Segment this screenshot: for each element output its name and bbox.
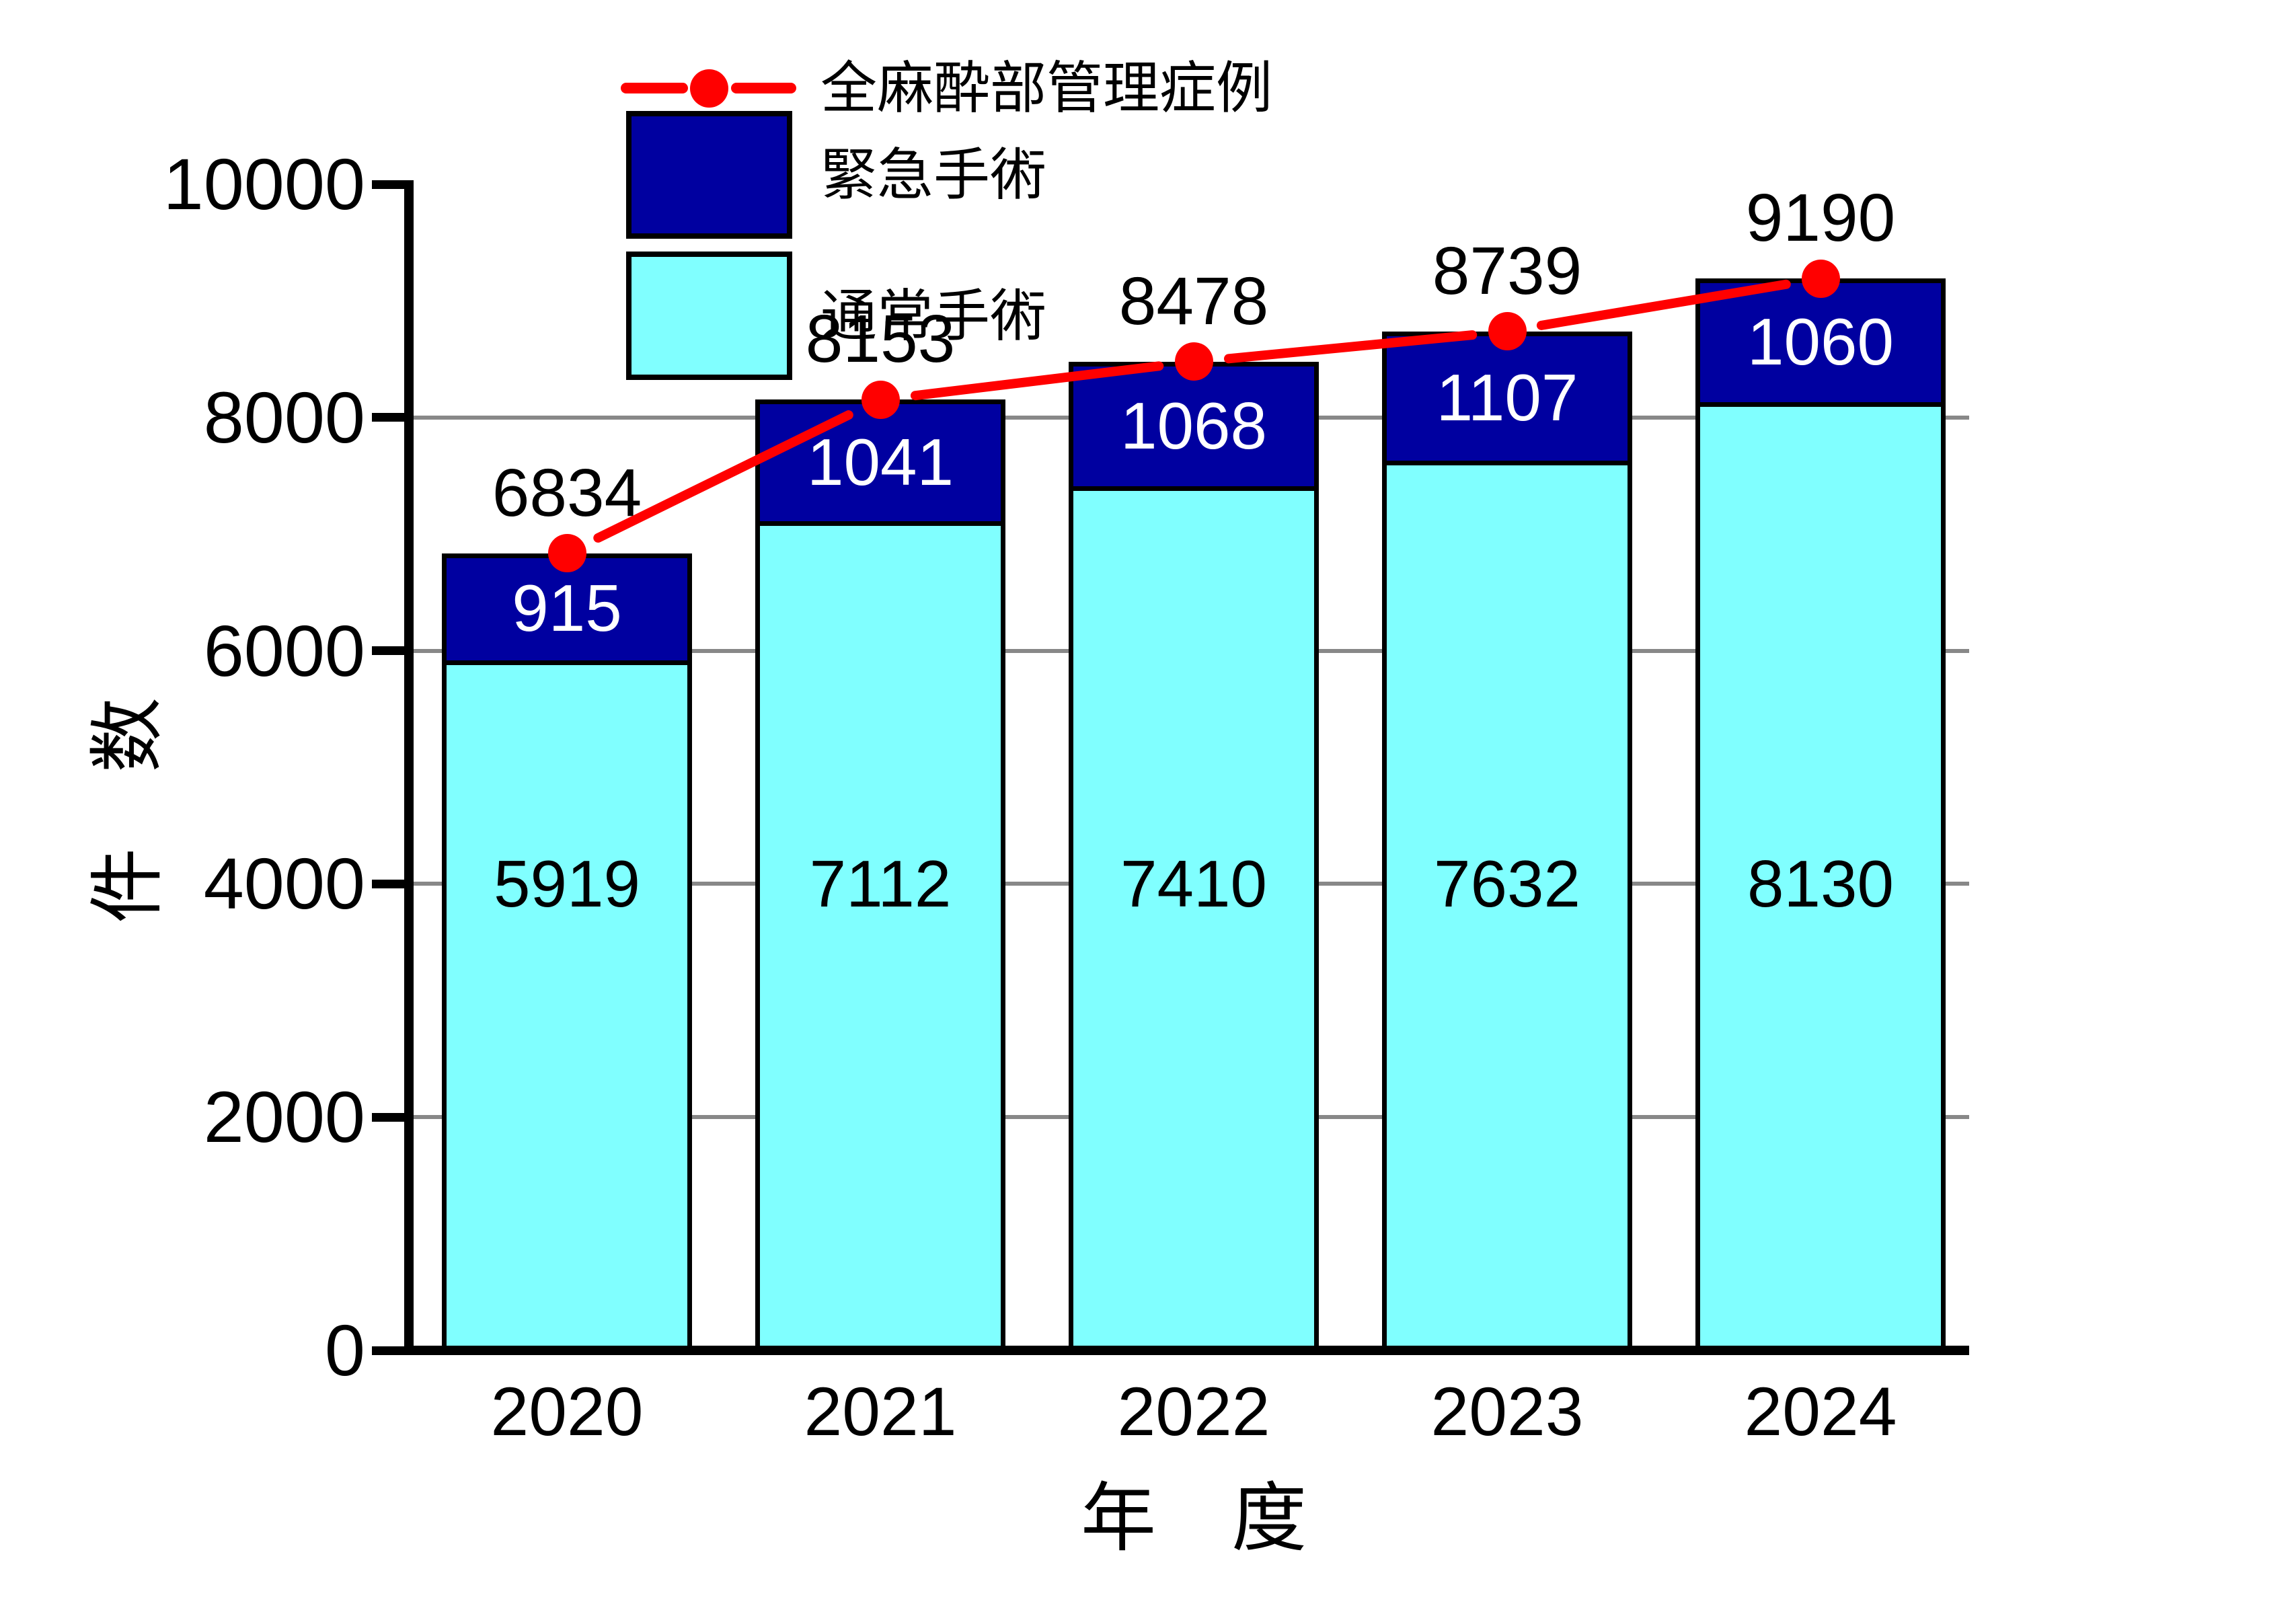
legend-label-normal: 通常手術 (820, 284, 1047, 348)
legend-label-line: 全麻酔部管理症例 (820, 56, 1273, 120)
bar-normal-2024 (1695, 402, 1946, 1350)
bar-emergency-2020 (442, 553, 692, 665)
trend-line-marker-2022 (1174, 342, 1213, 381)
y-tick-0 (372, 1346, 409, 1355)
trend-line-marker-2020 (547, 534, 586, 573)
year-label-2024: 2024 (1744, 1373, 1897, 1450)
year-label-2020: 2020 (490, 1373, 644, 1450)
bar-total-label-2024: 9190 (1745, 180, 1896, 256)
y-axis-line (404, 180, 414, 1355)
bar-emergency-value-2022: 1068 (1120, 388, 1267, 463)
y-tick-2000 (372, 1112, 409, 1122)
bar-total-label-2023: 8739 (1432, 233, 1582, 309)
legend-line-marker-icon (690, 69, 728, 108)
y-tick-8000 (372, 413, 409, 422)
bar-emergency-2024 (1695, 278, 1946, 408)
y-tick-6000 (372, 646, 409, 656)
bar-normal-2021 (755, 521, 1005, 1350)
y-axis-title: 件 数 (85, 697, 169, 923)
bar-total-label-2020: 6834 (492, 455, 642, 531)
bar-normal-2020 (442, 660, 692, 1350)
year-label-2021: 2021 (804, 1373, 957, 1450)
legend-line-sample (621, 83, 688, 93)
bar-total-label-2021: 8153 (805, 301, 956, 377)
x-axis-title: 年 度 (1081, 1476, 1307, 1560)
bar-emergency-value-2021: 1041 (806, 424, 954, 499)
bar-normal-value-2023: 7632 (1433, 847, 1580, 921)
trend-line-marker-2023 (1488, 312, 1527, 351)
year-label-2022: 2022 (1117, 1373, 1270, 1450)
y-tick-label-0: 0 (324, 1309, 365, 1391)
legend-swatch-emergency (626, 111, 792, 239)
bar-normal-value-2024: 8130 (1747, 847, 1894, 921)
year-label-2023: 2023 (1430, 1373, 1584, 1450)
y-tick-label-4000: 4000 (203, 843, 365, 925)
bar-emergency-value-2020: 915 (512, 571, 622, 646)
bar-total-label-2022: 8478 (1118, 263, 1269, 339)
bar-normal-value-2021: 7112 (809, 847, 952, 921)
y-tick-label-6000: 6000 (203, 609, 365, 691)
y-tick-10000 (372, 180, 409, 189)
trend-line-marker-2024 (1801, 259, 1840, 298)
legend-label-emergency: 緊急手術 (820, 143, 1047, 206)
y-tick-label-10000: 10000 (163, 143, 365, 225)
legend-line-sample (731, 83, 796, 93)
legend-swatch-normal (626, 252, 792, 380)
bar-emergency-value-2023: 1107 (1436, 360, 1578, 434)
bar-emergency-value-2024: 1060 (1747, 305, 1894, 379)
bar-normal-2023 (1382, 460, 1632, 1350)
bar-normal-value-2022: 7410 (1120, 847, 1267, 921)
bar-emergency-2023 (1382, 331, 1632, 465)
bar-normal-2022 (1069, 486, 1319, 1350)
y-tick-label-2000: 2000 (203, 1076, 365, 1158)
y-tick-label-8000: 8000 (203, 376, 365, 458)
bar-normal-value-2020: 5919 (493, 847, 640, 921)
y-tick-4000 (372, 879, 409, 888)
trend-line-marker-2021 (861, 380, 900, 419)
